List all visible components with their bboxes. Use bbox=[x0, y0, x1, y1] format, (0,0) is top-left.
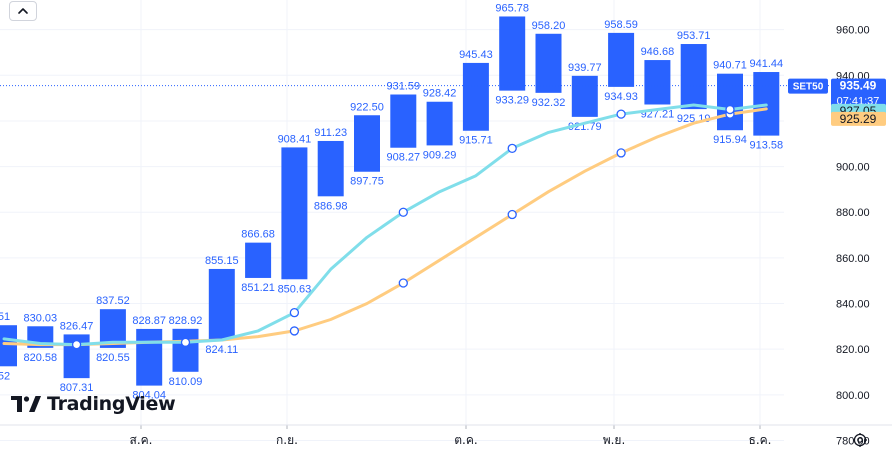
candle-low-label: 915.94 bbox=[713, 134, 747, 146]
candle-high-label: 946.68 bbox=[641, 46, 675, 58]
logo-text: TradingView bbox=[47, 393, 176, 415]
ma-slow-value-label: 925.29 bbox=[840, 112, 877, 126]
y-tick-label: 860.00 bbox=[836, 253, 870, 265]
series-marker[interactable] bbox=[507, 209, 517, 220]
candle-bar[interactable] bbox=[426, 101, 453, 146]
candle-high-label: 965.78 bbox=[495, 2, 529, 14]
candle-high-label: 837.52 bbox=[96, 295, 130, 307]
series-marker[interactable] bbox=[507, 143, 517, 153]
candle-bar[interactable] bbox=[462, 62, 489, 131]
x-tick-label: ธ.ค. bbox=[749, 433, 772, 447]
ma-fast-line bbox=[2, 103, 768, 347]
candle-high-label: 945.43 bbox=[459, 49, 493, 61]
candle-low-label: 909.29 bbox=[423, 149, 457, 161]
series-marker[interactable] bbox=[71, 339, 82, 350]
candle-low-label: 824.11 bbox=[205, 344, 238, 356]
candle-high-label: 908.41 bbox=[278, 133, 312, 145]
candle-low-label: 933.29 bbox=[495, 95, 529, 107]
candle-low-label: 934.93 bbox=[604, 91, 638, 103]
y-tick-label: 880.00 bbox=[836, 207, 870, 219]
chevron-up-icon bbox=[18, 8, 28, 14]
candle-high-label: 911.23 bbox=[314, 127, 347, 139]
y-tick-label: 900.00 bbox=[836, 162, 870, 174]
series-marker[interactable] bbox=[616, 148, 626, 158]
tradingview-logo[interactable]: TradingView bbox=[11, 393, 176, 415]
candle-low-label: 915.71 bbox=[459, 135, 493, 147]
candle-bar[interactable] bbox=[245, 242, 272, 278]
candle-low-label: 851.21 bbox=[241, 282, 275, 294]
candle-high-label: 866.68 bbox=[241, 229, 275, 241]
series-marker[interactable] bbox=[616, 109, 626, 119]
candle-high-label: 922.50 bbox=[350, 101, 384, 113]
candle-bar[interactable] bbox=[136, 328, 163, 386]
candle-bar[interactable] bbox=[680, 44, 707, 110]
x-tick-label: ก.ย. bbox=[276, 433, 298, 447]
candle-low-label: 804.04 bbox=[132, 390, 166, 402]
x-tick-label: ต.ค. bbox=[454, 433, 477, 447]
candle-bar[interactable] bbox=[0, 325, 17, 367]
candle-bar[interactable] bbox=[717, 73, 743, 131]
candle-low-label: 850.63 bbox=[278, 283, 312, 295]
collapse-button[interactable] bbox=[9, 1, 37, 21]
series-marker[interactable] bbox=[725, 104, 735, 115]
candle-high-label: 958.59 bbox=[604, 19, 638, 31]
y-tick-label: 800.00 bbox=[836, 390, 870, 402]
symbol-tag bbox=[788, 78, 828, 94]
candle-bar[interactable] bbox=[644, 60, 671, 105]
candle-bar[interactable] bbox=[208, 268, 235, 340]
candle-bar[interactable] bbox=[608, 32, 635, 87]
last-price-label: 935.49 bbox=[840, 79, 877, 93]
candle-high-label: 958.20 bbox=[532, 20, 566, 32]
candle-high-label: 855.15 bbox=[205, 255, 239, 267]
candle-low-label: 810.09 bbox=[169, 376, 203, 388]
x-tick-label: ส.ค. bbox=[130, 433, 153, 447]
candle-low-label: 932.32 bbox=[532, 97, 566, 109]
candle-low-label: 897.75 bbox=[350, 176, 384, 188]
last-price-tag bbox=[831, 78, 886, 110]
candle-low-label: 807.31 bbox=[60, 382, 94, 394]
candle-bar[interactable] bbox=[571, 75, 598, 117]
series-marker[interactable] bbox=[289, 326, 300, 336]
gear-icon bbox=[853, 433, 867, 447]
candle-high-label: 940.71 bbox=[713, 60, 747, 72]
candle-low-label: 913.58 bbox=[749, 140, 783, 152]
candle-bar[interactable] bbox=[354, 115, 380, 172]
candle-high-label: 51 bbox=[0, 311, 10, 323]
candle-bar[interactable] bbox=[390, 94, 417, 148]
series-marker[interactable] bbox=[180, 337, 191, 347]
candle-high-label: 828.87 bbox=[132, 315, 166, 327]
candle-bar[interactable] bbox=[172, 328, 199, 372]
candle-high-label: 828.92 bbox=[169, 315, 203, 327]
tradingview-logo-icon bbox=[11, 396, 41, 412]
candle-high-label: 826.47 bbox=[60, 320, 94, 332]
candle-low-label: 820.55 bbox=[96, 352, 130, 364]
y-tick-label: 820.00 bbox=[836, 344, 870, 356]
x-tick-label: พ.ย. bbox=[603, 433, 626, 447]
symbol-label: SET50 bbox=[793, 82, 824, 93]
chart-settings-button[interactable] bbox=[852, 432, 868, 448]
y-tick-label: 960.00 bbox=[836, 25, 870, 37]
candle-high-label: 931.59 bbox=[386, 81, 420, 93]
candle-high-label: 941.44 bbox=[749, 58, 783, 70]
candle-high-label: 830.03 bbox=[23, 312, 57, 324]
y-tick-label: 840.00 bbox=[836, 299, 870, 311]
candle-low-label: 908.27 bbox=[386, 152, 420, 164]
candle-bar[interactable] bbox=[499, 16, 526, 91]
candle-low-label: 820.58 bbox=[23, 352, 57, 364]
series-marker[interactable] bbox=[398, 207, 408, 217]
ma-slow-tag bbox=[831, 111, 886, 126]
candle-bar[interactable] bbox=[317, 140, 344, 197]
candle-bar[interactable] bbox=[281, 147, 308, 280]
candle-low-label: 52 bbox=[0, 370, 10, 382]
candle-high-label: 928.42 bbox=[423, 88, 457, 100]
candle-high-label: 939.77 bbox=[568, 62, 602, 74]
candle-high-label: 953.71 bbox=[677, 30, 711, 42]
candle-bar[interactable] bbox=[535, 33, 562, 93]
series-marker[interactable] bbox=[289, 308, 300, 318]
candle-low-label: 886.98 bbox=[314, 200, 348, 212]
series-marker[interactable] bbox=[398, 278, 408, 288]
